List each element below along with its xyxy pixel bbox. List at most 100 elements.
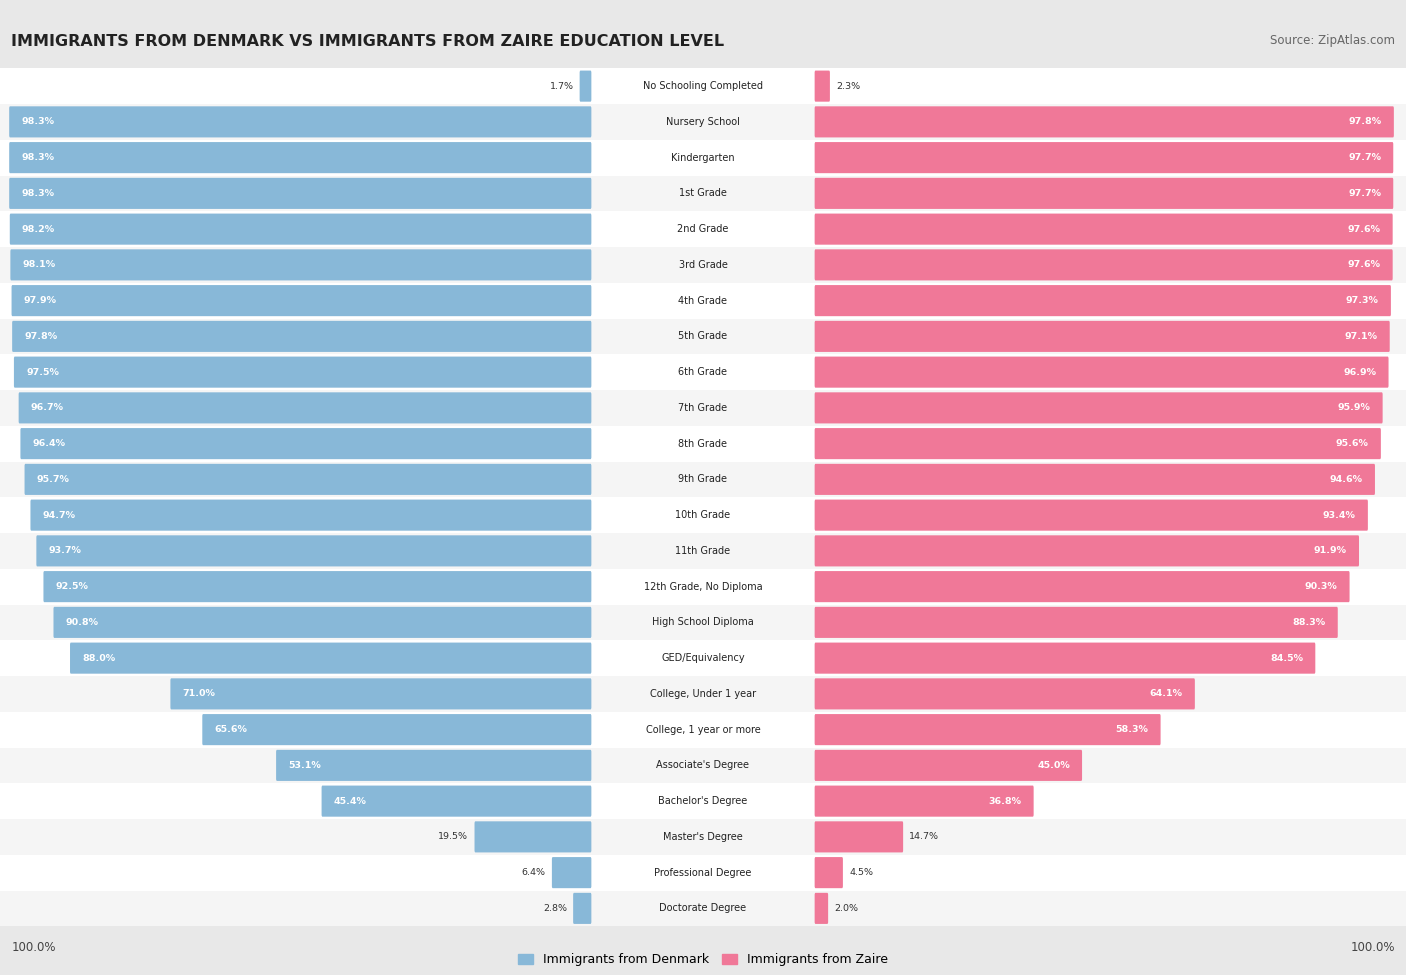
Text: 36.8%: 36.8%: [988, 797, 1022, 805]
Text: 1st Grade: 1st Grade: [679, 188, 727, 198]
Bar: [0, 139, 1406, 176]
Bar: [0, 283, 1406, 319]
FancyBboxPatch shape: [814, 464, 1375, 495]
Text: 92.5%: 92.5%: [55, 582, 89, 591]
Text: 95.6%: 95.6%: [1336, 439, 1369, 448]
Text: 2nd Grade: 2nd Grade: [678, 224, 728, 234]
Text: 71.0%: 71.0%: [183, 689, 215, 698]
Text: 45.4%: 45.4%: [333, 797, 367, 805]
Text: 14.7%: 14.7%: [910, 833, 939, 841]
Text: 97.5%: 97.5%: [27, 368, 59, 376]
Text: 3rd Grade: 3rd Grade: [679, 260, 727, 270]
FancyBboxPatch shape: [814, 285, 1391, 316]
Text: 9th Grade: 9th Grade: [679, 475, 727, 485]
Text: 65.6%: 65.6%: [214, 725, 247, 734]
Bar: [0, 712, 1406, 748]
Text: 5th Grade: 5th Grade: [679, 332, 727, 341]
Text: 88.0%: 88.0%: [82, 653, 115, 663]
Text: 98.2%: 98.2%: [22, 224, 55, 234]
Bar: [0, 461, 1406, 497]
FancyBboxPatch shape: [814, 499, 1368, 530]
Text: 4th Grade: 4th Grade: [679, 295, 727, 305]
FancyBboxPatch shape: [21, 428, 592, 459]
Text: 95.7%: 95.7%: [37, 475, 69, 484]
Text: No Schooling Completed: No Schooling Completed: [643, 81, 763, 91]
Text: 12th Grade, No Diploma: 12th Grade, No Diploma: [644, 582, 762, 592]
Bar: [0, 604, 1406, 641]
Text: 7th Grade: 7th Grade: [679, 403, 727, 412]
Bar: [0, 568, 1406, 604]
FancyBboxPatch shape: [814, 392, 1382, 423]
Text: 8th Grade: 8th Grade: [679, 439, 727, 448]
FancyBboxPatch shape: [814, 714, 1160, 745]
FancyBboxPatch shape: [13, 321, 592, 352]
Bar: [0, 819, 1406, 855]
FancyBboxPatch shape: [276, 750, 592, 781]
Legend: Immigrants from Denmark, Immigrants from Zaire: Immigrants from Denmark, Immigrants from…: [513, 949, 893, 971]
Bar: [0, 676, 1406, 712]
FancyBboxPatch shape: [170, 679, 592, 710]
Text: 97.1%: 97.1%: [1344, 332, 1378, 341]
Bar: [0, 354, 1406, 390]
FancyBboxPatch shape: [814, 571, 1350, 603]
FancyBboxPatch shape: [475, 821, 592, 852]
Bar: [0, 68, 1406, 104]
FancyBboxPatch shape: [24, 464, 592, 495]
Text: 97.6%: 97.6%: [1347, 260, 1381, 269]
Text: 64.1%: 64.1%: [1150, 689, 1182, 698]
Text: 97.8%: 97.8%: [24, 332, 58, 341]
Text: 90.3%: 90.3%: [1305, 582, 1337, 591]
Text: Kindergarten: Kindergarten: [671, 153, 735, 163]
Bar: [0, 319, 1406, 354]
Text: 94.6%: 94.6%: [1330, 475, 1362, 484]
Text: Master's Degree: Master's Degree: [664, 832, 742, 841]
Text: 90.8%: 90.8%: [66, 618, 98, 627]
Text: 2.3%: 2.3%: [837, 82, 860, 91]
Text: 2.8%: 2.8%: [543, 904, 567, 913]
FancyBboxPatch shape: [814, 786, 1033, 817]
FancyBboxPatch shape: [10, 214, 592, 245]
Text: 95.9%: 95.9%: [1337, 404, 1371, 412]
Bar: [0, 247, 1406, 283]
Text: 98.3%: 98.3%: [21, 117, 55, 127]
Text: 6th Grade: 6th Grade: [679, 368, 727, 377]
Text: 10th Grade: 10th Grade: [675, 510, 731, 520]
Text: 1.7%: 1.7%: [550, 82, 574, 91]
FancyBboxPatch shape: [814, 821, 903, 852]
FancyBboxPatch shape: [814, 321, 1389, 352]
Text: 100.0%: 100.0%: [11, 941, 56, 954]
Text: High School Diploma: High School Diploma: [652, 617, 754, 627]
Bar: [0, 176, 1406, 212]
Text: College, 1 year or more: College, 1 year or more: [645, 724, 761, 734]
Text: Professional Degree: Professional Degree: [654, 868, 752, 878]
FancyBboxPatch shape: [814, 679, 1195, 710]
Text: 96.4%: 96.4%: [32, 439, 66, 448]
Bar: [0, 104, 1406, 139]
Bar: [0, 497, 1406, 533]
Text: 96.7%: 96.7%: [31, 404, 63, 412]
Bar: [0, 426, 1406, 461]
Text: 84.5%: 84.5%: [1270, 653, 1303, 663]
Text: IMMIGRANTS FROM DENMARK VS IMMIGRANTS FROM ZAIRE EDUCATION LEVEL: IMMIGRANTS FROM DENMARK VS IMMIGRANTS FR…: [11, 34, 724, 49]
FancyBboxPatch shape: [14, 357, 592, 388]
Text: 96.9%: 96.9%: [1344, 368, 1376, 376]
Text: 94.7%: 94.7%: [42, 511, 76, 520]
Text: 98.1%: 98.1%: [22, 260, 56, 269]
Text: 97.6%: 97.6%: [1347, 224, 1381, 234]
FancyBboxPatch shape: [31, 499, 592, 530]
Text: 6.4%: 6.4%: [522, 868, 546, 878]
FancyBboxPatch shape: [70, 643, 592, 674]
FancyBboxPatch shape: [53, 606, 592, 638]
Text: 4.5%: 4.5%: [849, 868, 873, 878]
Text: 93.4%: 93.4%: [1323, 511, 1355, 520]
Text: 97.7%: 97.7%: [1348, 189, 1381, 198]
FancyBboxPatch shape: [44, 571, 592, 603]
FancyBboxPatch shape: [579, 70, 592, 101]
FancyBboxPatch shape: [814, 177, 1393, 209]
Bar: [0, 533, 1406, 568]
Text: 91.9%: 91.9%: [1315, 546, 1347, 556]
Bar: [0, 641, 1406, 676]
Text: Bachelor's Degree: Bachelor's Degree: [658, 797, 748, 806]
Text: 97.8%: 97.8%: [1348, 117, 1382, 127]
FancyBboxPatch shape: [814, 250, 1393, 281]
